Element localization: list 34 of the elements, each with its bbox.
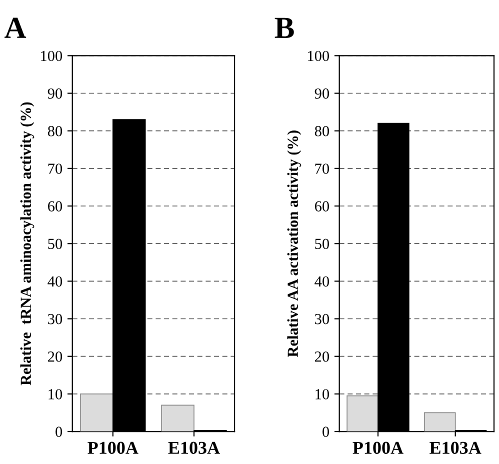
y-tick-label: 90	[314, 88, 330, 99]
y-tick-label: 60	[314, 201, 330, 212]
bar	[161, 404, 194, 432]
y-axis-title: Relative AA activation activity (%)	[287, 130, 302, 358]
y-tick-label: 80	[48, 126, 62, 136]
y-tick-label: 20	[314, 351, 330, 362]
y-tick-label: 50	[315, 238, 330, 250]
y-axis-title: Relative tRNA aminoacylation activity (%)	[20, 102, 34, 386]
bar	[424, 412, 456, 432]
y-tick-label: 10	[48, 389, 62, 400]
y-tick-label: 0	[56, 426, 62, 437]
y-tick-label: 100	[41, 50, 62, 62]
chart-title: A	[4, 18, 26, 38]
y-tick-label: 0	[322, 426, 330, 437]
bar	[80, 394, 114, 432]
y-tick-label: 80	[314, 126, 330, 136]
y-tick-label: 40	[314, 276, 330, 287]
chart-title: B	[274, 18, 294, 38]
y-tick-label: 10	[316, 389, 330, 400]
y-tick-label: 40	[48, 276, 62, 287]
bar	[346, 395, 378, 432]
x-tick-label: E103A	[168, 442, 220, 454]
x-tick-label: P100A	[88, 442, 138, 454]
y-tick-label: 70	[315, 164, 330, 174]
y-tick-label: 90	[48, 88, 62, 99]
y-tick-label: 30	[48, 314, 62, 324]
x-tick-label: E103A	[430, 442, 482, 454]
x-tick-label: P100A	[352, 442, 404, 454]
y-tick-label: 20	[48, 351, 62, 362]
y-tick-label: 70	[48, 164, 62, 174]
y-tick-label: 100	[308, 50, 330, 62]
y-tick-label: 30	[315, 314, 330, 324]
y-tick-label: 60	[48, 201, 62, 212]
y-tick-label: 50	[48, 238, 62, 250]
